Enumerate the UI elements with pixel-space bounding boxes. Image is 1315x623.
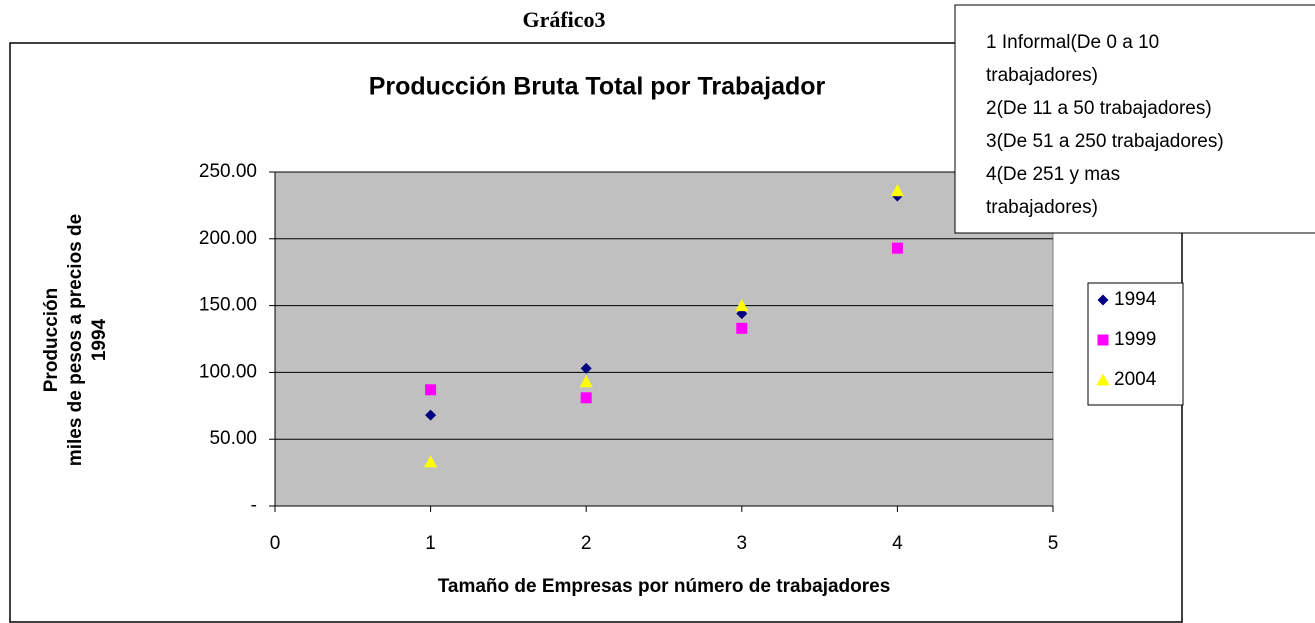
y-tick-label: 200.00 <box>199 228 257 249</box>
x-tick-label: 3 <box>737 533 748 554</box>
x-tick-label: 5 <box>1048 533 1059 554</box>
legend-label: 1999 <box>1114 329 1156 350</box>
point <box>736 322 748 334</box>
y-tick-label: 100.00 <box>199 361 257 382</box>
legend-marker <box>1097 294 1109 306</box>
y-axis-label-line: Producción <box>41 288 62 393</box>
annotation-line: 3(De 51 a 250 trabajadores) <box>986 131 1224 152</box>
point <box>425 384 437 396</box>
page-title: Gráfico3 <box>522 7 605 32</box>
point <box>579 375 593 388</box>
point <box>425 409 437 421</box>
annotation-line: 2(De 11 a 50 trabajadores) <box>986 98 1212 119</box>
point <box>424 455 438 468</box>
annotation-line: 1 Informal(De 0 a 10 <box>986 32 1159 53</box>
x-axis-label: Tamaño de Empresas por número de trabaja… <box>438 576 891 597</box>
point <box>580 362 592 374</box>
point <box>891 242 903 254</box>
y-tick-label: 50.00 <box>209 428 257 449</box>
y-axis-label: Producción miles de pesos a precios de 1… <box>41 214 110 466</box>
x-tick-label: 0 <box>270 533 281 554</box>
y-axis-label-line: miles de pesos a precios de <box>65 214 86 466</box>
annotation-line: 4(De 251 y mas <box>986 164 1120 185</box>
x-tick-label: 1 <box>425 533 436 554</box>
y-axis-label-line: 1994 <box>89 318 110 361</box>
x-tick-label: 4 <box>892 533 903 554</box>
y-tick-label: 250.00 <box>199 161 257 182</box>
annotation-line: trabajadores) <box>986 197 1098 218</box>
x-tick-label: 2 <box>581 533 592 554</box>
chart-title: Producción Bruta Total por Trabajador <box>369 73 826 101</box>
point <box>580 392 592 404</box>
plot-area <box>274 171 1054 507</box>
legend-marker <box>1096 373 1110 386</box>
legend-marker <box>1097 334 1109 346</box>
legend-label: 1994 <box>1114 289 1157 310</box>
point <box>890 184 904 197</box>
annotation-box <box>954 4 1315 234</box>
legend-label: 2004 <box>1114 369 1157 390</box>
point <box>735 299 749 312</box>
annotation-line: trabajadores) <box>986 65 1098 86</box>
y-tick-label: 150.00 <box>199 295 257 316</box>
y-tick-label: - <box>251 495 257 516</box>
